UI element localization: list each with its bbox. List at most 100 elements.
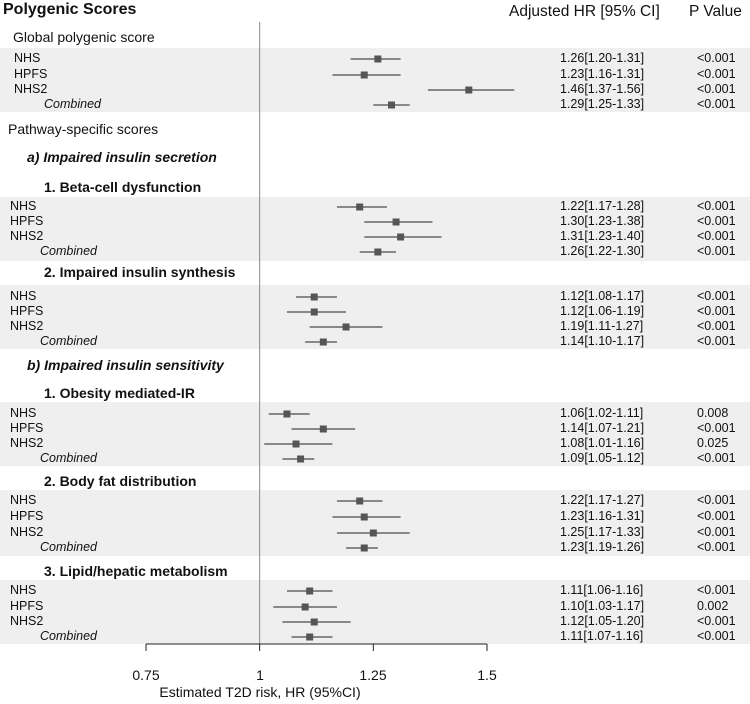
hr-point-marker bbox=[360, 544, 368, 552]
table-row: NHS 1.26[1.20-1.31] <0.001 bbox=[0, 51, 750, 66]
cohort-label: Combined bbox=[40, 334, 97, 348]
hr-point-marker bbox=[283, 410, 291, 418]
hr-ci-value: 1.11[1.06-1.16] bbox=[560, 583, 644, 597]
p-value: <0.001 bbox=[697, 229, 736, 243]
hr-point-marker bbox=[310, 308, 318, 316]
hr-ci-value: 1.14[1.10-1.17] bbox=[560, 334, 645, 348]
hr-point-marker bbox=[319, 338, 327, 346]
x-axis-label: Estimated T2D risk, HR (95%CI) bbox=[159, 684, 361, 700]
p-value: <0.001 bbox=[697, 629, 736, 643]
hr-ci-value: 1.23[1.16-1.31] bbox=[560, 509, 645, 523]
hr-ci-value: 1.12[1.06-1.19] bbox=[560, 304, 645, 318]
p-value: <0.001 bbox=[697, 214, 736, 228]
group-label-obesity-ir: 1. Obesity mediated-IR bbox=[44, 385, 195, 401]
cohort-label: HPFS bbox=[10, 599, 44, 613]
table-row: NHS2 1.12[1.05-1.20] <0.001 bbox=[0, 614, 750, 629]
cohort-label: NHS bbox=[10, 289, 37, 303]
table-row: NHS 1.22[1.17-1.27] <0.001 bbox=[0, 493, 750, 508]
table-row: NHS 1.11[1.06-1.16] <0.001 bbox=[0, 583, 750, 598]
hr-ci-value: 1.30[1.23-1.38] bbox=[560, 214, 645, 228]
subsection-sensitivity: b) Impaired insulin sensitivity bbox=[27, 357, 224, 373]
hr-ci-value: 1.14[1.07-1.21] bbox=[560, 421, 645, 435]
cohort-label: NHS2 bbox=[10, 319, 44, 333]
hr-point-marker bbox=[388, 101, 396, 109]
hr-point-marker bbox=[306, 633, 314, 641]
cohort-label: NHS2 bbox=[10, 229, 44, 243]
hr-point-marker bbox=[397, 233, 405, 241]
cohort-label: Combined bbox=[40, 540, 97, 554]
cohort-label: NHS bbox=[10, 406, 37, 420]
hr-ci-value: 1.29[1.25-1.33] bbox=[560, 97, 645, 111]
hr-point-marker bbox=[356, 203, 364, 211]
cohort-label: NHS2 bbox=[10, 525, 44, 539]
hr-ci-value: 1.31[1.23-1.40] bbox=[560, 229, 645, 243]
cohort-label: Combined bbox=[40, 629, 97, 643]
table-row: NHS 1.06[1.02-1.11] 0.008 bbox=[0, 406, 750, 421]
p-value: <0.001 bbox=[697, 421, 736, 435]
p-value: <0.001 bbox=[697, 493, 736, 507]
table-row: Combined 1.14[1.10-1.17] <0.001 bbox=[0, 334, 750, 349]
hr-ci-value: 1.22[1.17-1.27] bbox=[560, 493, 645, 507]
p-value: <0.001 bbox=[697, 540, 736, 554]
hr-ci-value: 1.25[1.17-1.33] bbox=[560, 525, 645, 539]
hr-point-marker bbox=[301, 603, 309, 611]
p-value: <0.001 bbox=[697, 319, 736, 333]
hr-point-marker bbox=[319, 425, 327, 433]
global-section-label: Global polygenic score bbox=[13, 29, 155, 45]
cohort-label: NHS2 bbox=[10, 436, 44, 450]
x-tick-label: 1.25 bbox=[359, 667, 387, 683]
table-row: Combined 1.09[1.05-1.12] <0.001 bbox=[0, 451, 750, 466]
table-row: HPFS 1.12[1.06-1.19] <0.001 bbox=[0, 304, 750, 319]
hr-point-marker bbox=[360, 71, 368, 79]
hr-point-marker bbox=[465, 86, 473, 94]
cohort-label: HPFS bbox=[14, 67, 48, 81]
hr-ci-value: 1.12[1.08-1.17] bbox=[560, 289, 645, 303]
hr-point-marker bbox=[292, 440, 300, 448]
table-row: NHS2 1.19[1.11-1.27] <0.001 bbox=[0, 319, 750, 334]
p-value: <0.001 bbox=[697, 82, 736, 96]
hr-column-header: Adjusted HR [95% CI] bbox=[509, 3, 660, 20]
p-value: <0.001 bbox=[697, 199, 736, 213]
hr-ci-value: 1.23[1.19-1.26] bbox=[560, 540, 645, 554]
x-tick-label: 1.5 bbox=[477, 667, 497, 683]
p-column-header: P Value bbox=[689, 3, 742, 20]
cohort-label: HPFS bbox=[10, 304, 44, 318]
cohort-label: HPFS bbox=[10, 214, 44, 228]
hr-point-marker bbox=[297, 455, 305, 463]
cohort-label: HPFS bbox=[10, 421, 44, 435]
subsection-secretion: a) Impaired insulin secretion bbox=[27, 149, 217, 165]
table-row: HPFS 1.23[1.16-1.31] <0.001 bbox=[0, 509, 750, 524]
table-row: Combined 1.26[1.22-1.30] <0.001 bbox=[0, 244, 750, 259]
chart-title: Polygenic Scores bbox=[3, 1, 137, 18]
hr-ci-value: 1.22[1.17-1.28] bbox=[560, 199, 645, 213]
p-value: <0.001 bbox=[697, 525, 736, 539]
group-label-beta-cell: 1. Beta-cell dysfunction bbox=[44, 179, 202, 195]
table-row: HPFS 1.30[1.23-1.38] <0.001 bbox=[0, 214, 750, 229]
p-value: 0.025 bbox=[697, 436, 729, 450]
cohort-label: NHS bbox=[10, 199, 37, 213]
p-value: <0.001 bbox=[697, 334, 736, 348]
hr-ci-value: 1.09[1.05-1.12] bbox=[560, 451, 645, 465]
table-row: HPFS 1.10[1.03-1.17] 0.002 bbox=[0, 599, 750, 614]
hr-ci-value: 1.11[1.07-1.16] bbox=[560, 629, 644, 643]
table-row: NHS2 1.25[1.17-1.33] <0.001 bbox=[0, 525, 750, 540]
hr-ci-value: 1.08[1.01-1.16] bbox=[560, 436, 645, 450]
hr-ci-value: 1.23[1.16-1.31] bbox=[560, 67, 645, 81]
cohort-label: Combined bbox=[44, 97, 101, 111]
hr-ci-value: 1.26[1.20-1.31] bbox=[560, 51, 645, 65]
p-value: <0.001 bbox=[697, 97, 736, 111]
hr-point-marker bbox=[310, 293, 318, 301]
hr-ci-value: 1.19[1.11-1.27] bbox=[560, 319, 644, 333]
p-value: <0.001 bbox=[697, 67, 736, 81]
group-label-body-fat: 2. Body fat distribution bbox=[44, 473, 197, 489]
cohort-label: Combined bbox=[40, 451, 97, 465]
p-value: <0.001 bbox=[697, 509, 736, 523]
x-tick-label: 1 bbox=[256, 667, 264, 683]
hr-point-marker bbox=[392, 218, 400, 226]
table-row: Combined 1.23[1.19-1.26] <0.001 bbox=[0, 540, 750, 555]
hr-point-marker bbox=[374, 55, 382, 63]
p-value: <0.001 bbox=[697, 51, 736, 65]
cohort-label: Combined bbox=[40, 244, 97, 258]
group-band bbox=[0, 402, 750, 466]
cohort-label: NHS bbox=[10, 583, 37, 597]
